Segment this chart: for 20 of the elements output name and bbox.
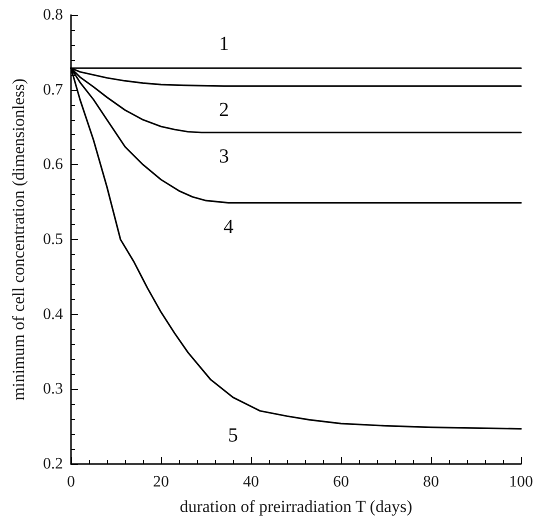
y-tick-label: 0.6 [43,156,63,174]
series-label: 5 [228,424,238,446]
series-label: 4 [224,216,234,238]
x-tick-label: 60 [333,474,349,490]
y-tick-label: 0.7 [43,81,63,98]
y-tick-label: 0.4 [43,306,63,323]
x-tick-label: 0 [67,474,75,490]
series-label: 2 [219,99,229,122]
series-label: 3 [219,145,229,168]
x-tick-label: 80 [423,474,439,490]
series-label: 1 [219,33,229,56]
y-tick-label: 0.5 [43,231,63,248]
y-tick-label: 0.3 [43,380,63,398]
x-tick-label: 40 [243,474,259,490]
y-axis-title: minimum of cell concentration (dimensionless) [9,78,28,400]
x-axis-title: duration of preirradiation T (days) [180,497,412,516]
x-tick-label: 100 [509,474,533,490]
y-tick-label: 0.2 [43,456,63,472]
y-tick-label: 0.8 [43,6,63,24]
x-tick-label: 20 [153,474,169,490]
